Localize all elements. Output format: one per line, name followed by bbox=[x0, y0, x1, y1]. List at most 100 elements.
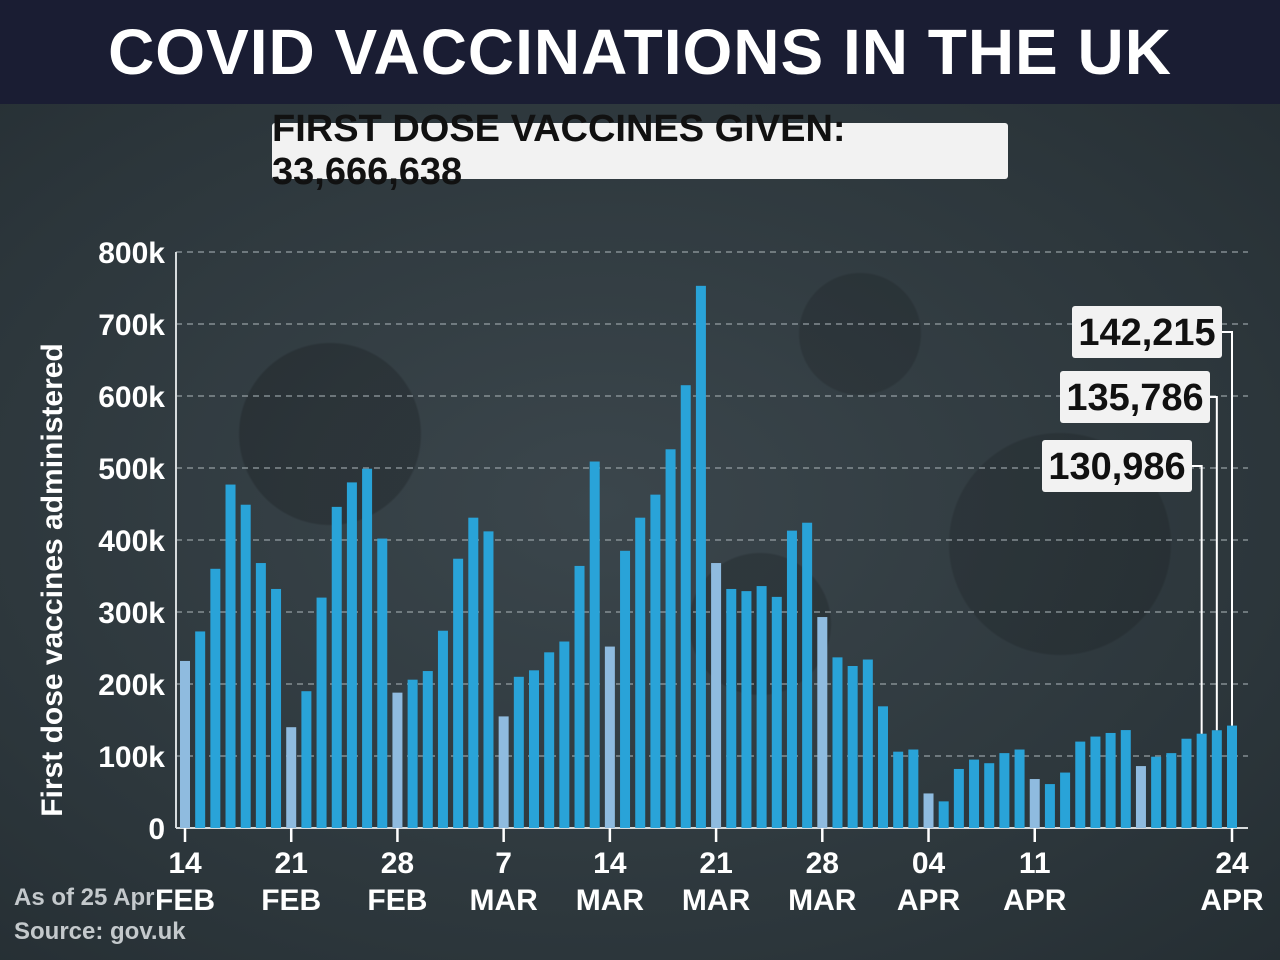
annotation-leader bbox=[1192, 465, 1203, 734]
bar bbox=[832, 657, 843, 828]
annotation-label: 135,786 bbox=[1066, 377, 1203, 419]
annotation-box bbox=[1072, 306, 1222, 358]
x-tick-month: APR bbox=[1003, 884, 1067, 917]
y-axis-label: First dose vaccines administered bbox=[36, 343, 69, 817]
bar bbox=[604, 646, 615, 828]
bar bbox=[741, 591, 752, 828]
bar bbox=[316, 597, 327, 828]
bar bbox=[362, 468, 373, 828]
bar bbox=[1227, 725, 1237, 828]
y-tick-label: 200k bbox=[98, 669, 165, 702]
y-tick-label: 400k bbox=[98, 525, 165, 558]
bar bbox=[392, 692, 403, 828]
y-tick-label: 100k bbox=[98, 741, 165, 774]
x-tick-month: MAR bbox=[682, 884, 751, 917]
bar bbox=[240, 504, 251, 828]
bar bbox=[301, 691, 312, 828]
bar bbox=[1044, 784, 1055, 828]
bar bbox=[1211, 730, 1222, 828]
bar bbox=[1120, 730, 1131, 828]
bar bbox=[665, 449, 676, 828]
bar bbox=[878, 706, 888, 828]
summary-box: FIRST DOSE VACCINES GIVEN: 33,666,638 bbox=[272, 108, 1008, 193]
bar bbox=[802, 522, 813, 828]
bar bbox=[756, 586, 767, 828]
bar bbox=[437, 630, 448, 828]
bar bbox=[271, 588, 282, 828]
y-tick-label: 700k bbox=[98, 309, 165, 342]
bar bbox=[635, 517, 646, 828]
bar bbox=[574, 565, 585, 828]
bar bbox=[498, 716, 509, 828]
x-tick-month: APR bbox=[1200, 884, 1264, 917]
bar bbox=[1075, 741, 1086, 828]
bar bbox=[726, 588, 737, 828]
y-tick-label: 0 bbox=[148, 813, 165, 846]
bar bbox=[711, 563, 722, 828]
bar bbox=[1166, 753, 1177, 828]
bar bbox=[1060, 772, 1071, 828]
y-tick-label: 800k bbox=[98, 237, 165, 270]
bar bbox=[817, 617, 828, 828]
bar bbox=[225, 484, 236, 828]
bar bbox=[346, 482, 357, 828]
bar bbox=[180, 660, 190, 828]
x-tick-month: FEB bbox=[261, 884, 321, 917]
bar bbox=[695, 285, 706, 829]
bar bbox=[1090, 736, 1101, 828]
y-tick-label: 600k bbox=[98, 381, 165, 414]
bar bbox=[680, 385, 691, 828]
bar bbox=[255, 563, 266, 828]
bar bbox=[468, 517, 479, 828]
bar bbox=[377, 538, 388, 828]
bar bbox=[1014, 749, 1025, 828]
x-tick-month: FEB bbox=[155, 884, 215, 917]
bar bbox=[210, 568, 221, 828]
x-tick-month: FEB bbox=[367, 884, 427, 917]
annotation-label: 130,986 bbox=[1048, 446, 1185, 488]
bar bbox=[969, 759, 980, 828]
y-tick-label: 500k bbox=[98, 453, 165, 486]
bar bbox=[620, 550, 631, 828]
bar bbox=[984, 763, 995, 828]
y-tick-label: 300k bbox=[98, 597, 165, 630]
bar bbox=[999, 753, 1010, 828]
bar bbox=[407, 679, 418, 828]
x-tick-day: 14 bbox=[593, 847, 627, 880]
bar bbox=[1181, 738, 1192, 828]
as-of-note: As of 25 Apr bbox=[14, 884, 155, 911]
title-bar: COVID VACCINATIONS IN THE UK bbox=[0, 0, 1280, 104]
bar bbox=[938, 801, 949, 828]
bar bbox=[786, 530, 797, 828]
page-title: COVID VACCINATIONS IN THE UK bbox=[108, 16, 1172, 88]
x-tick-day: 7 bbox=[495, 847, 512, 880]
summary-text: FIRST DOSE VACCINES GIVEN: 33,666,638 bbox=[272, 108, 846, 193]
bar bbox=[923, 793, 934, 828]
x-tick-month: MAR bbox=[788, 884, 857, 917]
bar bbox=[195, 631, 206, 828]
bar bbox=[1151, 756, 1162, 828]
x-tick-day: 28 bbox=[806, 847, 839, 880]
bar bbox=[529, 670, 539, 828]
bar bbox=[559, 641, 570, 828]
annotation-box bbox=[1060, 371, 1210, 423]
bar bbox=[483, 531, 494, 828]
bar bbox=[862, 659, 873, 828]
x-tick-day: 28 bbox=[381, 847, 414, 880]
bar bbox=[893, 751, 904, 828]
x-tick-month: APR bbox=[897, 884, 961, 917]
bar bbox=[544, 652, 555, 828]
bar bbox=[286, 727, 297, 828]
bar bbox=[453, 558, 464, 828]
x-tick-day: 14 bbox=[168, 847, 202, 880]
x-tick-day: 04 bbox=[912, 847, 946, 880]
bar bbox=[1029, 779, 1040, 828]
bar bbox=[422, 671, 433, 828]
x-tick-month: MAR bbox=[469, 884, 538, 917]
bar bbox=[589, 461, 600, 828]
x-tick-day: 21 bbox=[275, 847, 308, 880]
bar bbox=[331, 506, 342, 828]
annotation-box bbox=[1042, 440, 1192, 492]
annotation-leader bbox=[1222, 331, 1233, 726]
